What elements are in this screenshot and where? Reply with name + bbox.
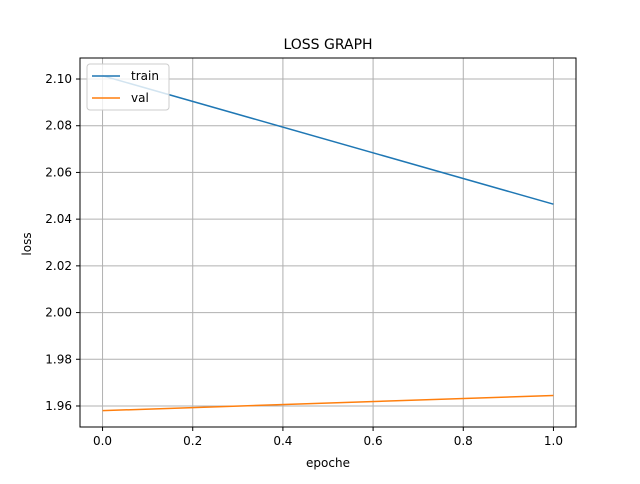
series-line-train — [102, 75, 554, 205]
y-tick-label: 2.04 — [45, 212, 72, 226]
y-tick-label: 1.96 — [45, 399, 72, 413]
series-line-val — [102, 394, 554, 412]
y-tick-label: 2.00 — [45, 306, 72, 320]
axis-ticks: 0.0 0.2 0.4 0.6 0.8 1.0 1.96 1.98 2.00 2.02 2.04 2.… — [45, 72, 563, 448]
x-tick-label: 0.4 — [273, 434, 292, 448]
chart-title: LOSS GRAPH — [283, 37, 372, 53]
x-tick-label: 0.2 — [183, 434, 202, 448]
y-axis-label: loss — [20, 232, 34, 255]
x-tick-label: 1.0 — [544, 434, 563, 448]
y-tick-label: 2.10 — [45, 72, 72, 86]
legend-label-train: train — [131, 69, 159, 83]
x-tick-label: 0.0 — [93, 434, 112, 448]
legend-label-val: val — [131, 91, 149, 105]
x-tick-label: 0.6 — [364, 434, 383, 448]
x-axis-label: epoche — [306, 456, 350, 470]
legend: train val — [86, 63, 170, 111]
y-tick-label: 2.02 — [45, 259, 72, 273]
grid-lines — [80, 58, 576, 427]
y-tick-label: 2.08 — [45, 119, 72, 133]
series-lines — [102, 75, 554, 412]
x-tick-label: 0.8 — [454, 434, 473, 448]
y-tick-label: 2.06 — [45, 165, 72, 179]
plot-area-frame — [79, 57, 577, 428]
y-tick-label: 1.98 — [45, 352, 72, 366]
